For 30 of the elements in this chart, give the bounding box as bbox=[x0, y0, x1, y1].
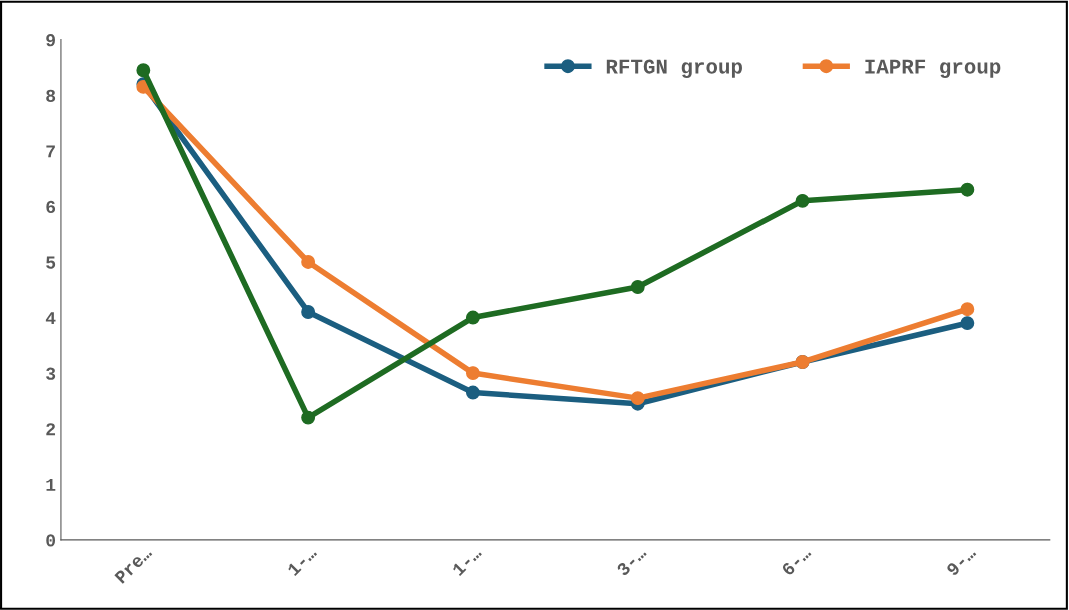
y-tick-label: 3 bbox=[46, 367, 56, 380]
y-tick-label: 8 bbox=[46, 89, 56, 102]
point bbox=[465, 385, 480, 400]
point bbox=[795, 193, 810, 208]
point bbox=[630, 280, 645, 294]
point bbox=[136, 63, 151, 78]
x-tick-label: 6-… bbox=[781, 545, 812, 577]
y-tick-label: 9 bbox=[46, 34, 55, 47]
point bbox=[630, 391, 645, 406]
point bbox=[301, 305, 316, 319]
y-tick-label: 4 bbox=[45, 312, 56, 325]
point bbox=[960, 316, 975, 331]
x-tick-label: 3-… bbox=[616, 545, 647, 577]
y-tick-label: 7 bbox=[46, 145, 55, 158]
legend-label: IAPRF group bbox=[865, 59, 1001, 78]
y-tick-label: 2 bbox=[46, 423, 56, 436]
point bbox=[465, 366, 480, 381]
x-tick-label: 1-… bbox=[451, 545, 482, 577]
point bbox=[960, 302, 975, 317]
point bbox=[960, 182, 975, 197]
legend-label: RFTGN group bbox=[606, 59, 742, 78]
y-tick-label: 0 bbox=[46, 534, 56, 547]
point bbox=[301, 255, 316, 269]
y-tick-label: 1 bbox=[46, 478, 56, 491]
point bbox=[465, 310, 480, 325]
x-tick-label: 9-… bbox=[945, 545, 977, 577]
y-tick-label: 5 bbox=[46, 256, 56, 269]
y-tick-label: 6 bbox=[46, 200, 56, 214]
point bbox=[301, 410, 316, 425]
x-tick-label: 1-… bbox=[286, 545, 318, 577]
